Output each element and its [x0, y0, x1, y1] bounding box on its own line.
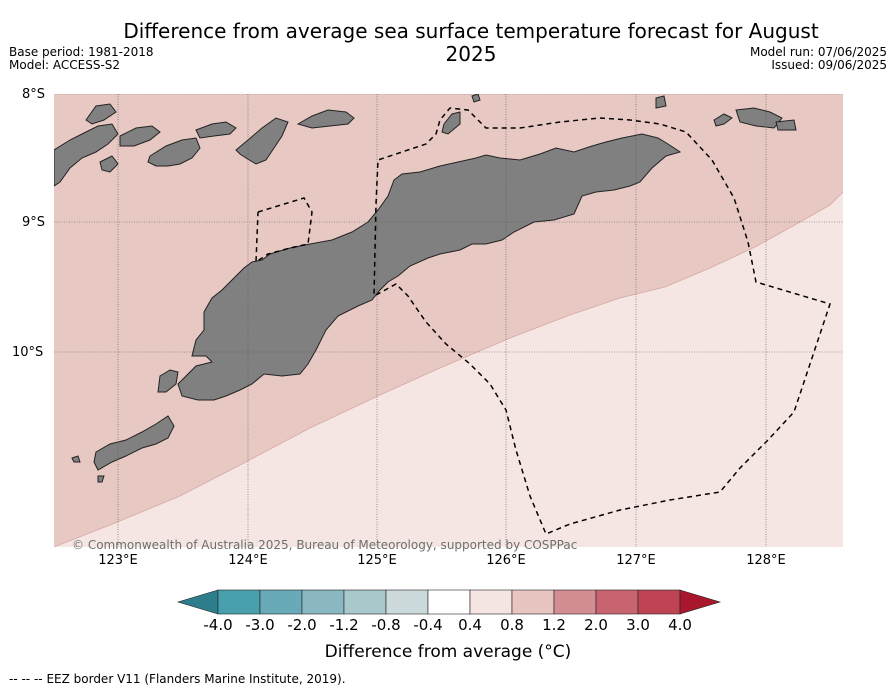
timor-island [177, 133, 682, 401]
lon-label-127e: 127°E [616, 553, 656, 568]
cb-label-2: -2.0 [287, 616, 317, 634]
map-title: Difference from average sea surface temp… [123, 19, 819, 66]
savu-island [93, 415, 175, 471]
colorbar-extend-high [679, 589, 722, 615]
colorbar-seg-3 [301, 589, 345, 615]
colorbar-seg-8 [511, 589, 555, 615]
lat-label-8s: 8°S [22, 87, 46, 102]
lembata-island [147, 137, 201, 167]
eez-legend: -- -- -- EEZ border V11 (Flanders Marine… [9, 672, 346, 686]
lat-label-10s: 10°S [12, 345, 44, 360]
lon-label-128e: 128°E [746, 553, 786, 568]
graticule [54, 94, 843, 547]
colorbar-seg-5 [385, 589, 429, 615]
lon-label-125e: 125°E [357, 553, 397, 568]
colorbar-seg-10 [595, 589, 639, 615]
colorbar-extend-low [176, 589, 219, 615]
meta-left: Base period: 1981-2018 Model: ACCESS-S2 [9, 46, 154, 72]
cb-label-1: -3.0 [245, 616, 275, 634]
eez-border-main [373, 107, 831, 535]
cb-label-9: 2.0 [584, 616, 608, 634]
eez-line-symbol: -- -- -- [9, 672, 43, 686]
cb-label-0: -4.0 [203, 616, 233, 634]
cb-label-10: 3.0 [626, 616, 650, 634]
colorbar-seg-6 [427, 589, 471, 615]
pantar-island [195, 121, 237, 139]
adonara-island [119, 125, 161, 147]
model-run-text: Model run: 07/06/2025 [749, 45, 887, 59]
small-island-east-3 [655, 95, 667, 109]
flores-island [54, 123, 119, 187]
small-island-southwest [97, 475, 105, 483]
model-text: Model: ACCESS-S2 [9, 58, 121, 72]
base-period-text: Base period: 1981-2018 [9, 45, 154, 59]
colorbar-title: Difference from average (°C) [324, 642, 572, 662]
colorbar-seg-9 [553, 589, 597, 615]
northern-island-1 [296, 109, 355, 129]
small-island-east-2 [713, 113, 733, 127]
cb-label-8: 1.2 [542, 616, 566, 634]
lon-label-124e: 124°E [228, 553, 268, 568]
small-island-flores [85, 103, 117, 125]
small-island-east-1 [775, 119, 797, 131]
colorbar-seg-7 [469, 589, 513, 615]
solor-island [99, 155, 119, 173]
alor-island [235, 117, 289, 165]
contour-line [54, 191, 843, 547]
colorbar [176, 589, 722, 615]
lon-label-123e: 123°E [98, 553, 138, 568]
issued-text: Issued: 09/06/2025 [771, 58, 887, 72]
atauro-island [441, 111, 461, 135]
meta-right: Model run: 07/06/2025 Issued: 09/06/2025 [750, 46, 887, 72]
lat-label-9s: 9°S [22, 215, 46, 230]
colorbar-seg-2 [259, 589, 303, 615]
cb-label-3: -1.2 [329, 616, 359, 634]
colorbar-seg-1 [217, 589, 261, 615]
colorbar-seg-11 [637, 589, 681, 615]
sst-band-0-4-0-8 [54, 192, 843, 547]
eez-note-text: EEZ border V11 (Flanders Marine Institut… [46, 672, 346, 686]
small-island-west [71, 455, 81, 463]
colorbar-seg-4 [343, 589, 387, 615]
cb-label-6: 0.4 [458, 616, 482, 634]
cb-label-7: 0.8 [500, 616, 524, 634]
cb-label-11: 4.0 [668, 616, 692, 634]
rote-island [157, 369, 179, 393]
copyright-text: © Commonwealth of Australia 2025, Bureau… [72, 538, 578, 552]
cb-label-5: -0.4 [413, 616, 443, 634]
cb-label-4: -0.8 [371, 616, 401, 634]
lon-label-126e: 126°E [486, 553, 526, 568]
small-island-north [471, 94, 481, 103]
